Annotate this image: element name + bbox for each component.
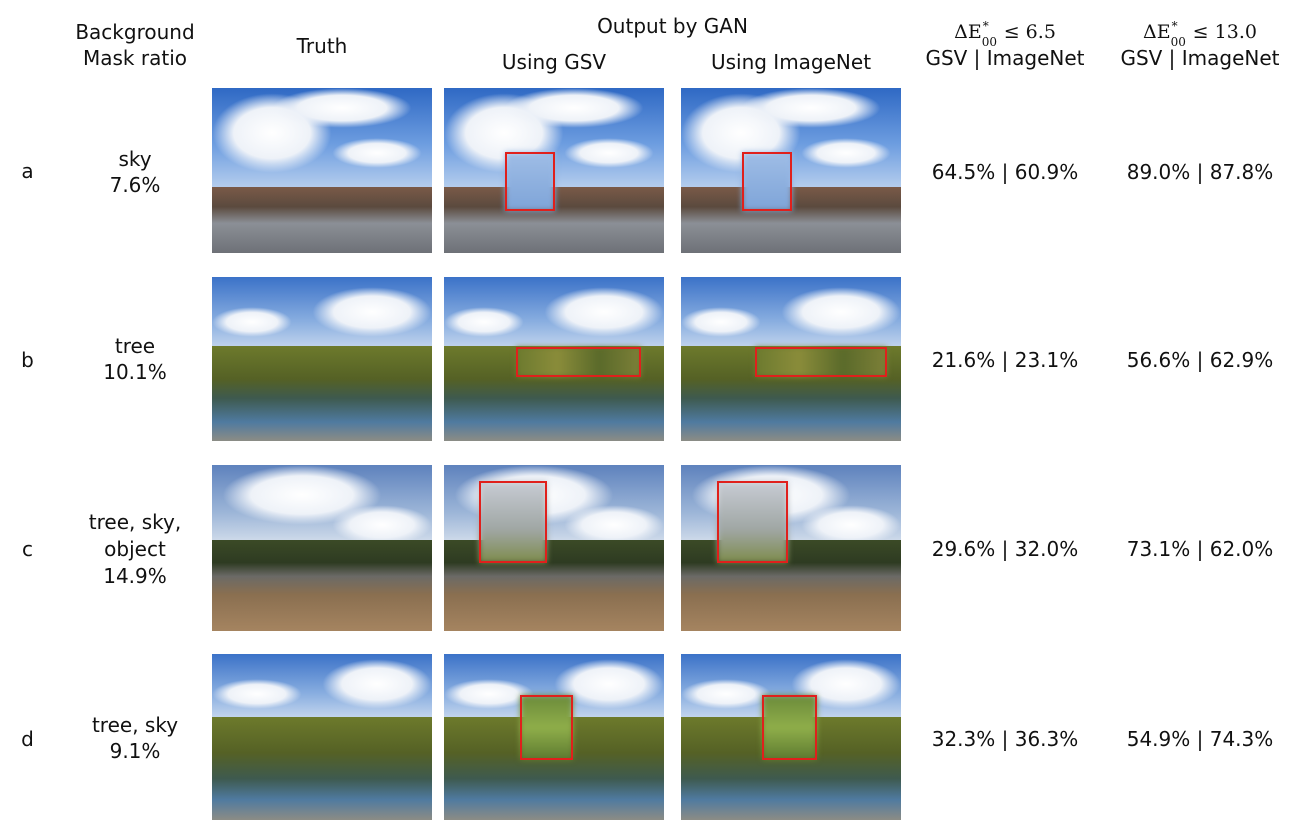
sub: 00 [1170, 35, 1186, 49]
mask-box [505, 152, 555, 211]
cloud [741, 88, 881, 128]
delta-e: ΔE [1143, 21, 1171, 43]
row-background: tree [114, 334, 156, 358]
row-metric2: 89.0% | 87.8% [1126, 160, 1274, 184]
sup: * [1171, 19, 1178, 33]
cloud [504, 88, 644, 128]
header-metric2-label: GSV | ImageNet [1120, 46, 1280, 70]
ground-region [212, 717, 432, 820]
row-id: c [22, 537, 33, 561]
image-b-imagenet-output [681, 277, 901, 441]
cloud [781, 287, 901, 337]
header-using-gsv: Using GSV [501, 50, 607, 74]
image-c-imagenet-output [681, 465, 901, 631]
cloud [801, 505, 901, 545]
inpainted-region [516, 347, 641, 377]
row-id: d [21, 727, 34, 751]
inpainted-region [479, 481, 547, 563]
header-using-imagenet: Using ImageNet [710, 50, 872, 74]
delta-e: ΔE [954, 21, 982, 43]
cond: ≤ 13.0 [1186, 21, 1257, 43]
cloud [444, 679, 534, 709]
sub: 00 [981, 35, 997, 49]
mask-box [755, 347, 887, 377]
ground-region [681, 539, 901, 631]
row-metric2: 56.6% | 62.9% [1126, 348, 1274, 372]
cloud [322, 659, 432, 709]
row-background: tree, sky [91, 713, 179, 737]
image-a-truth [212, 88, 432, 253]
row-metric2: 73.1% | 62.0% [1126, 537, 1274, 561]
header-background: Background [75, 20, 195, 44]
header-metric1-label: GSV | ImageNet [925, 46, 1085, 70]
row-metric2: 54.9% | 74.3% [1126, 727, 1274, 751]
cloud [332, 138, 422, 168]
cloud [332, 505, 432, 545]
row-background-2: object [104, 537, 166, 561]
cloud [212, 679, 302, 709]
cloud [444, 307, 524, 337]
cloud [801, 138, 891, 168]
row-metric1: 64.5% | 60.9% [931, 160, 1079, 184]
inpainted-region [762, 695, 817, 760]
header-output-by-gan: Output by GAN [597, 14, 748, 38]
image-c-gsv-output [444, 465, 664, 631]
image-b-truth [212, 277, 432, 441]
row-ratio: 14.9% [103, 564, 167, 588]
mask-box [717, 481, 788, 563]
header-metric2-formula: ΔE * 00 ≤ 13.0 [1100, 19, 1300, 49]
inpainted-region [505, 152, 555, 211]
image-c-truth [212, 465, 432, 631]
sup: * [982, 19, 989, 33]
inpainted-region [717, 481, 788, 563]
cond: ≤ 6.5 [997, 21, 1056, 43]
row-metric1: 32.3% | 36.3% [931, 727, 1079, 751]
row-background: sky [118, 147, 152, 171]
ground-region [444, 539, 664, 631]
image-d-gsv-output [444, 654, 664, 820]
row-metric1: 21.6% | 23.1% [931, 348, 1079, 372]
mask-box [520, 695, 573, 760]
header-truth: Truth [296, 34, 348, 58]
row-id: a [21, 159, 34, 183]
cloud [681, 679, 771, 709]
cloud [544, 287, 664, 337]
image-d-imagenet-output [681, 654, 901, 820]
mask-box [479, 481, 547, 563]
ground-region [212, 539, 432, 631]
row-metric1: 29.6% | 32.0% [931, 537, 1079, 561]
inpainted-region [755, 347, 887, 377]
image-a-imagenet-output [681, 88, 901, 253]
row-ratio: 9.1% [109, 739, 161, 763]
image-d-truth [212, 654, 432, 820]
image-a-gsv-output [444, 88, 664, 253]
cloud [564, 138, 654, 168]
cloud [212, 307, 292, 337]
image-b-gsv-output [444, 277, 664, 441]
cloud [312, 287, 432, 337]
ground-region [212, 345, 432, 441]
header-mask-ratio: Mask ratio [83, 46, 187, 70]
cloud [272, 88, 412, 128]
mask-box [516, 347, 641, 377]
row-ratio: 7.6% [109, 173, 161, 197]
row-id: b [21, 348, 34, 372]
cloud [681, 307, 761, 337]
ground-region [212, 187, 432, 253]
inpainted-region [742, 152, 792, 211]
header-metric1-formula: ΔE * 00 ≤ 6.5 [905, 19, 1105, 49]
mask-box [742, 152, 792, 211]
cloud [564, 505, 664, 545]
row-ratio: 10.1% [103, 360, 167, 384]
inpainted-region [520, 695, 573, 760]
row-background: tree, sky, [88, 510, 182, 534]
mask-box [762, 695, 817, 760]
